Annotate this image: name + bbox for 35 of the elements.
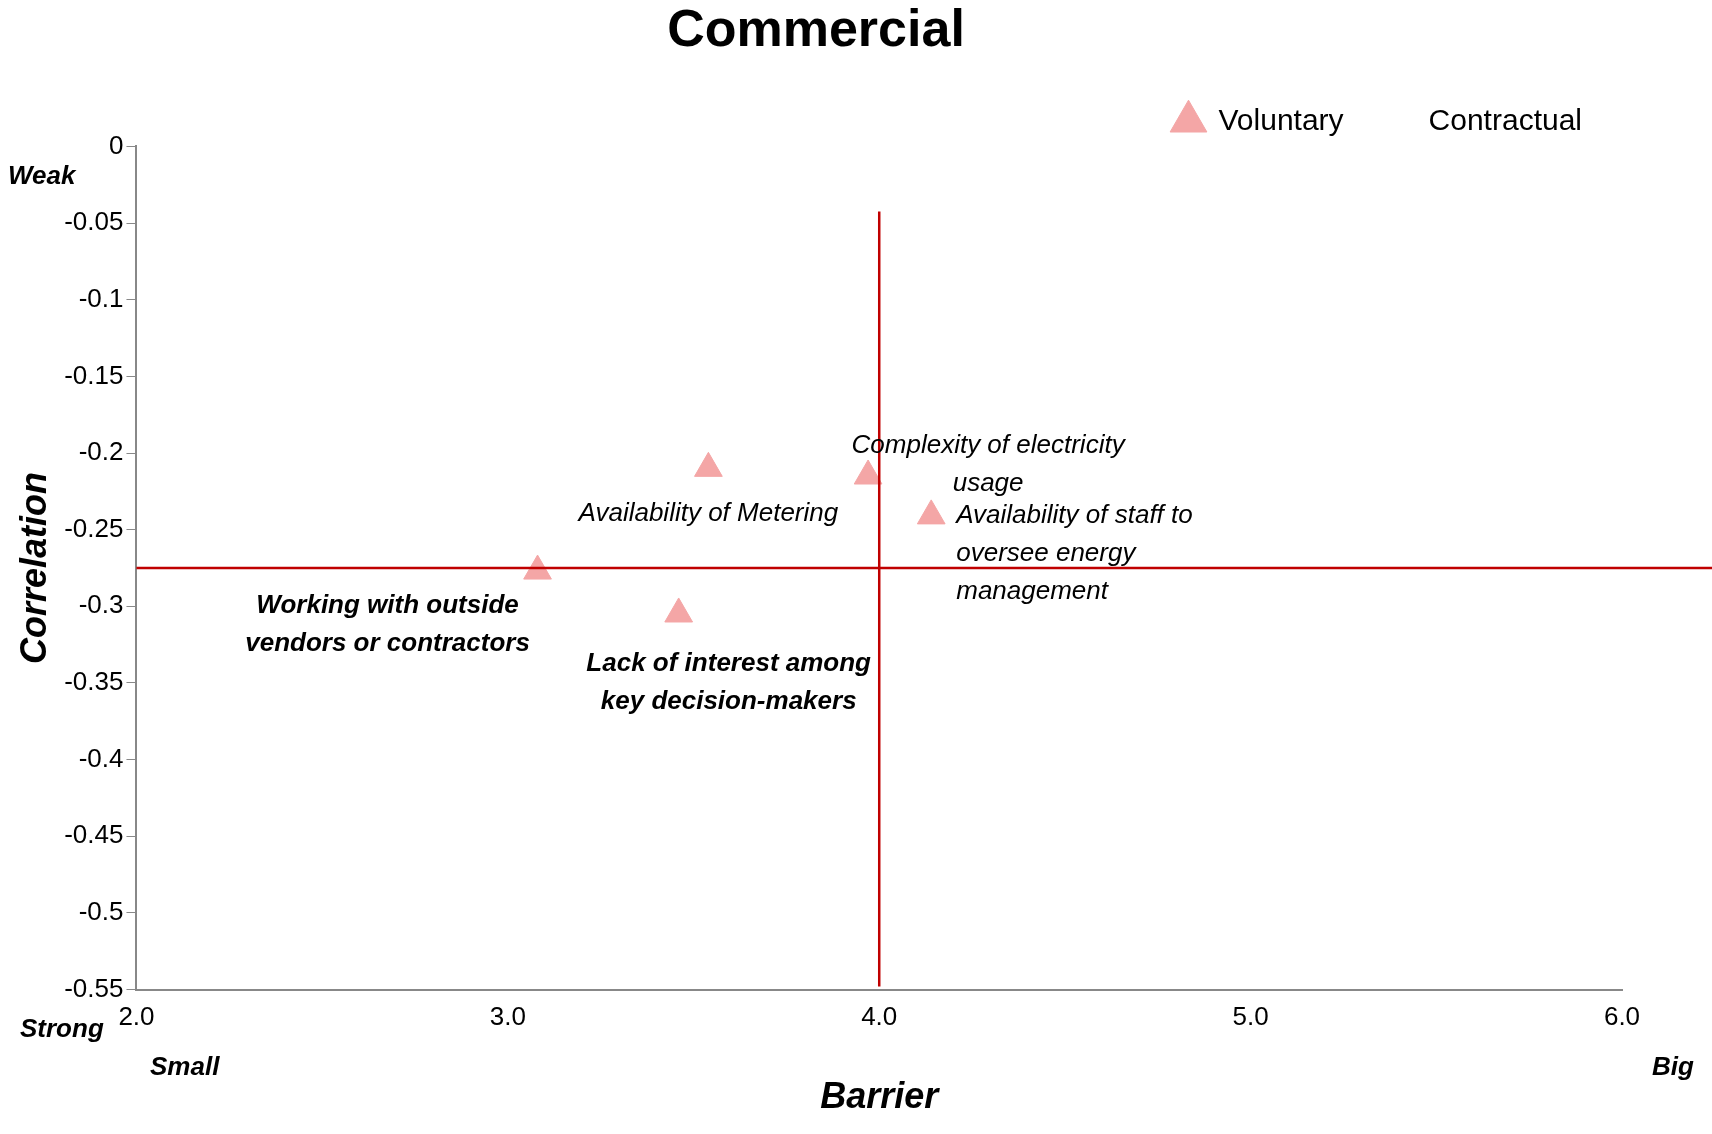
point — [916, 499, 946, 525]
annotation: Availability of staff to oversee energy management — [954, 499, 1193, 606]
y-tick-label: -0.1 — [78, 282, 124, 313]
y-tick-label: -0.15 — [64, 359, 124, 390]
x-tick-label: 5.0 — [1232, 1001, 1269, 1032]
text: Strong — [20, 1012, 104, 1043]
y-tick-label: -0.5 — [78, 896, 124, 927]
x-tick-label: 4.0 — [861, 1001, 898, 1032]
y-axis-title: Correlation — [12, 471, 54, 665]
chart-title: Commercial — [667, 0, 965, 57]
annotation: Availability of Metering — [576, 496, 839, 527]
point — [853, 459, 883, 485]
point — [523, 554, 552, 580]
x-tick-label: 3.0 — [489, 1001, 526, 1032]
annotation: Lack of interest among key decision-makers — [586, 647, 872, 716]
y-tick-label: -0.25 — [64, 512, 124, 543]
annotation: Working with outside vendors or contractors — [245, 589, 530, 658]
y-tick-label: -0.3 — [78, 589, 124, 620]
y-tick-label: -0.55 — [64, 972, 124, 1003]
point — [694, 451, 723, 477]
y-tick-label: -0.45 — [64, 819, 124, 850]
legend-label: Voluntary — [1218, 102, 1344, 136]
text: Big — [1652, 1050, 1694, 1081]
point — [664, 597, 694, 623]
y-tick-label: -0.2 — [78, 436, 124, 467]
x-tick-label: 2.0 — [118, 1001, 155, 1032]
y-tick-label: 0 — [108, 129, 124, 160]
y-tick-label: -0.4 — [78, 742, 124, 773]
text: Weak — [8, 159, 77, 190]
y-tick-label: -0.35 — [64, 666, 124, 697]
text: Small — [150, 1050, 221, 1081]
x-axis-title: Barrier — [820, 1075, 941, 1117]
y-tick-label: -0.05 — [64, 206, 124, 237]
x-tick-label: 6.0 — [1603, 1001, 1641, 1032]
text: Contractual — [1428, 102, 1583, 136]
